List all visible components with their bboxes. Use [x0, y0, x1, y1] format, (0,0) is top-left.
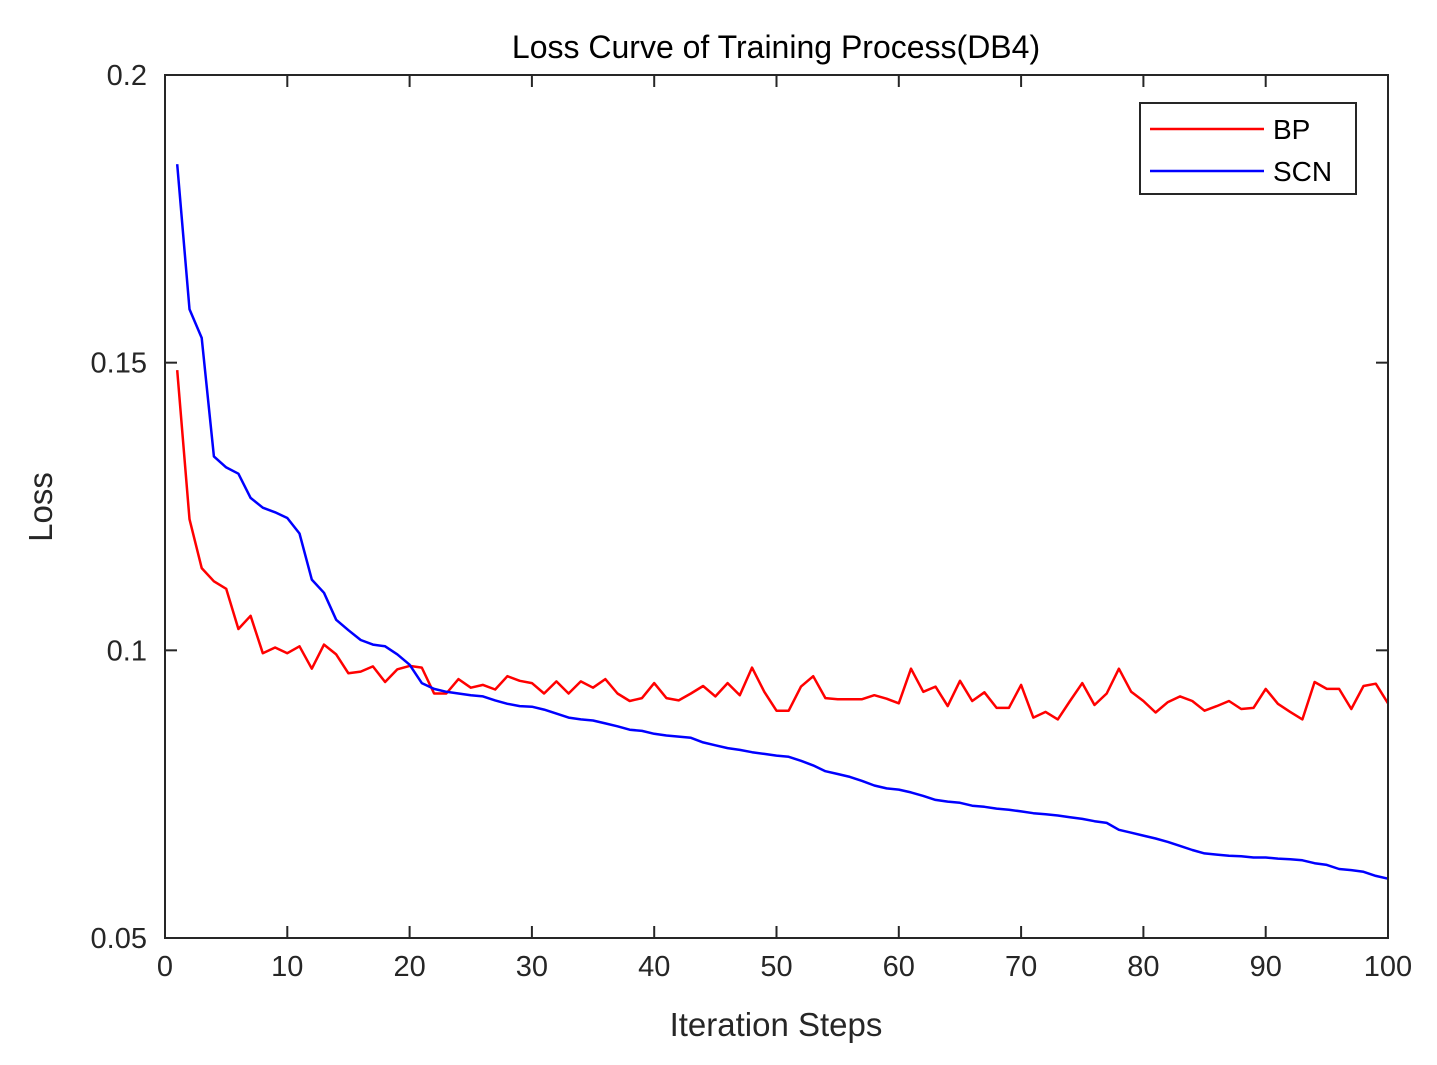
x-tick-label: 0	[157, 951, 173, 983]
legend-box	[1139, 102, 1357, 195]
x-tick-label: 40	[638, 951, 670, 983]
series-layer	[175, 164, 1390, 880]
tick-layer: 0 10 20 30 40 50 60 70 80 90 100 0.05 0.1 0.15 0.2	[91, 60, 1413, 983]
plot-area	[165, 75, 1388, 938]
chart-title: Loss Curve of Training Process(DB4)	[512, 29, 1040, 65]
x-tick-label: 80	[1127, 951, 1159, 983]
y-axis-label: Loss	[22, 472, 59, 542]
x-tick-label: 50	[760, 951, 792, 983]
x-tick-label: 100	[1364, 951, 1412, 983]
x-tick-label: 10	[271, 951, 303, 983]
x-tick-label: 30	[516, 951, 548, 983]
legend: BP SCN	[1139, 102, 1357, 195]
x-axis-label: Iteration Steps	[670, 1006, 883, 1043]
y-tick-label: 0.15	[91, 348, 147, 380]
y-tick-label: 0.2	[107, 60, 147, 92]
legend-label-bp: BP	[1273, 114, 1310, 145]
series-line-bp	[175, 369, 1390, 721]
y-tick-label: 0.1	[107, 635, 147, 667]
x-tick-label: 20	[393, 951, 425, 983]
series-line-scn	[175, 164, 1389, 880]
y-tick-label: 0.05	[91, 923, 147, 955]
legend-label-scn: SCN	[1273, 156, 1332, 187]
x-tick-label: 90	[1250, 951, 1282, 983]
x-tick-label: 70	[1005, 951, 1037, 983]
x-tick-label: 60	[883, 951, 915, 983]
